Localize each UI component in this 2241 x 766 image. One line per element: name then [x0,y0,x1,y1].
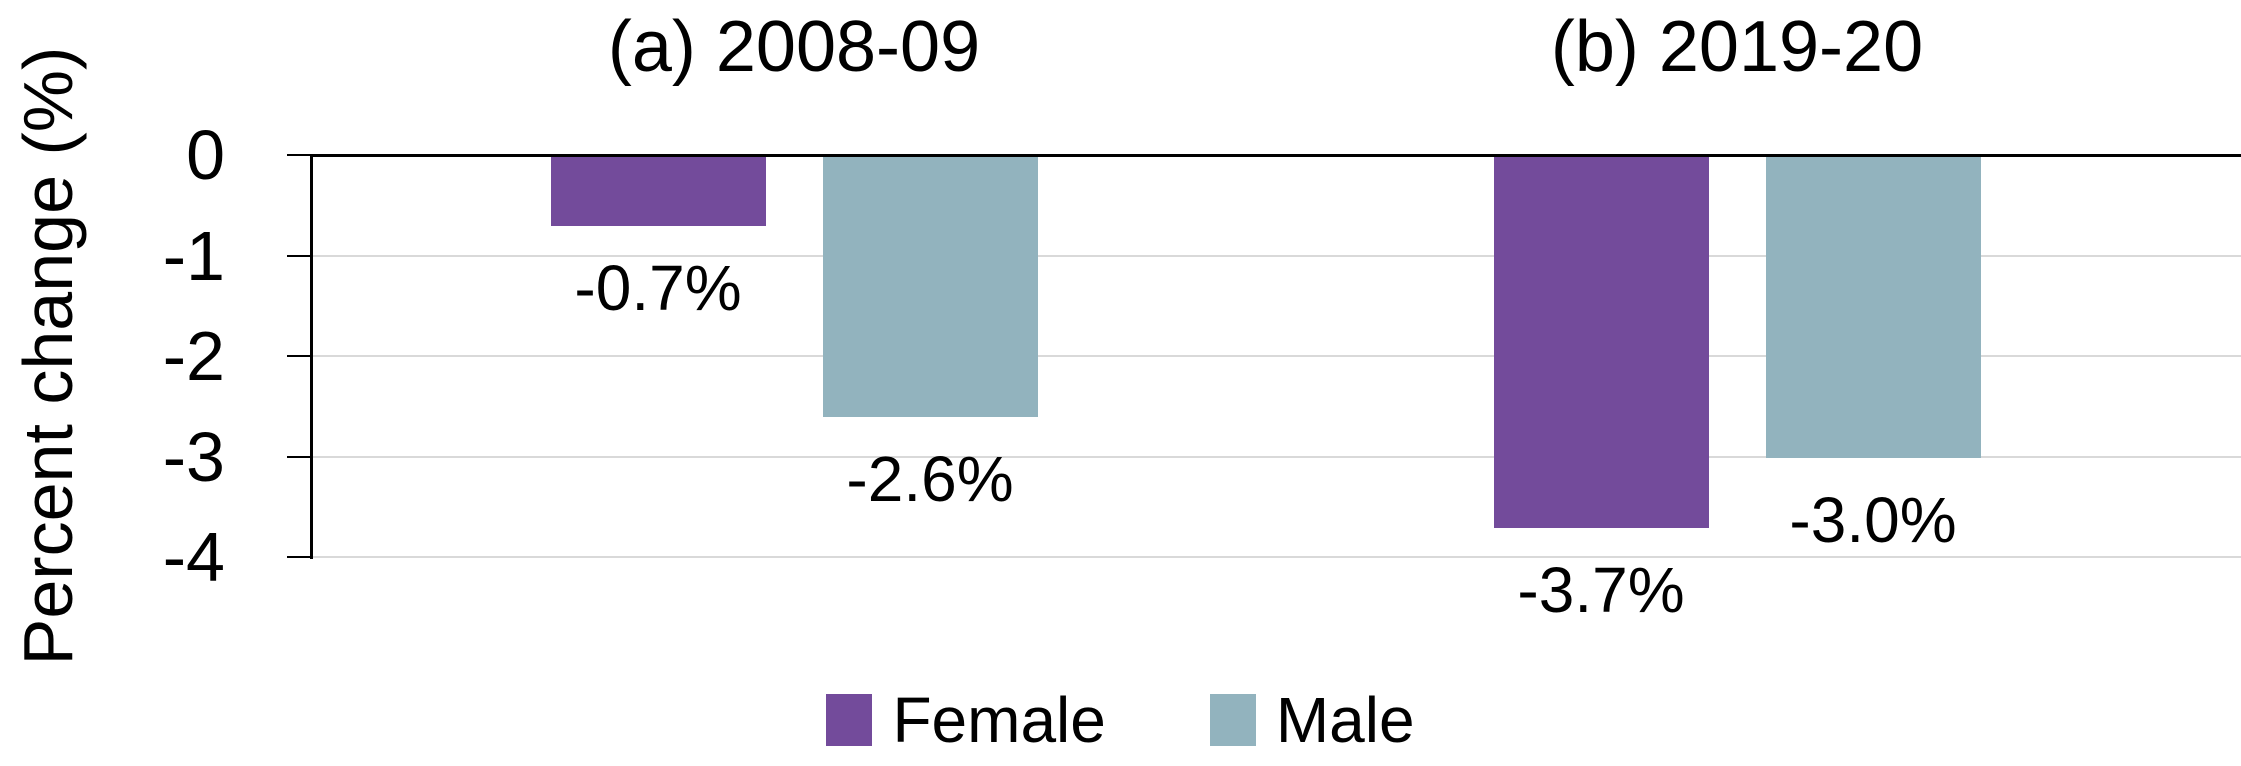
y-tick-label: -2 [162,317,225,395]
bar-value-label: -3.0% [1789,483,1957,556]
gridline [310,455,2241,458]
panel-title: (a) 2008-09 [607,7,981,87]
bar-value-label: -2.6% [846,443,1014,516]
bar-female [550,156,766,227]
bar-value-label: -0.7% [574,252,742,325]
zero-baseline [310,154,2241,157]
panel-title: (b) 2019-20 [1550,7,1924,87]
legend-swatch-male [1209,694,1256,746]
gridline [310,556,2241,558]
y-tick-label: -3 [162,417,225,496]
y-tick-label: -4 [162,518,225,596]
y-axis-tick [287,254,310,257]
y-tick-label: 0 [186,116,225,194]
bar-male [822,156,1038,418]
y-axis-tick [287,154,310,156]
legend-swatch-female [826,694,873,746]
y-axis-tick [287,355,310,357]
legend-item-male: Male [1209,684,1415,756]
gridline [310,254,2241,257]
bar-female [1493,156,1709,528]
y-axis-line [310,155,313,559]
gridline [310,355,2241,357]
y-tick-label: -1 [162,216,225,295]
legend: Female Male [0,688,2241,752]
bar-value-label: -3.7% [1517,553,1685,626]
y-axis-tick [287,556,310,558]
legend-item-female: Female [826,684,1106,756]
legend-label: Female [892,684,1106,756]
legend-label: Male [1275,684,1415,756]
bar-male [1765,156,1981,458]
y-axis-tick [287,455,310,458]
